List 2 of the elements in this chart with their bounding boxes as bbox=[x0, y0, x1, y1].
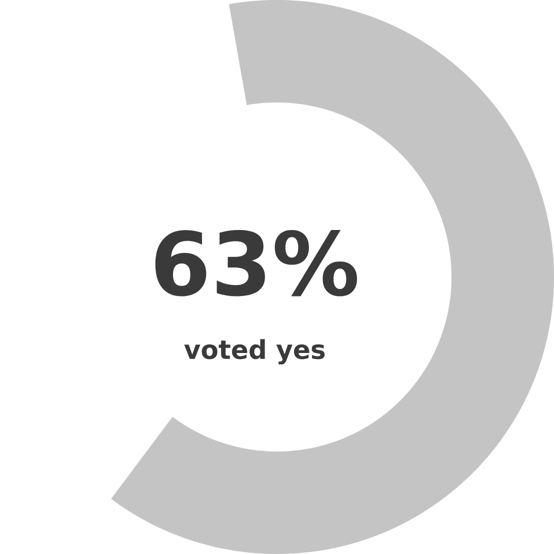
slice-label: voted yes bbox=[184, 339, 325, 364]
data-label: 63% bbox=[155, 230, 358, 296]
